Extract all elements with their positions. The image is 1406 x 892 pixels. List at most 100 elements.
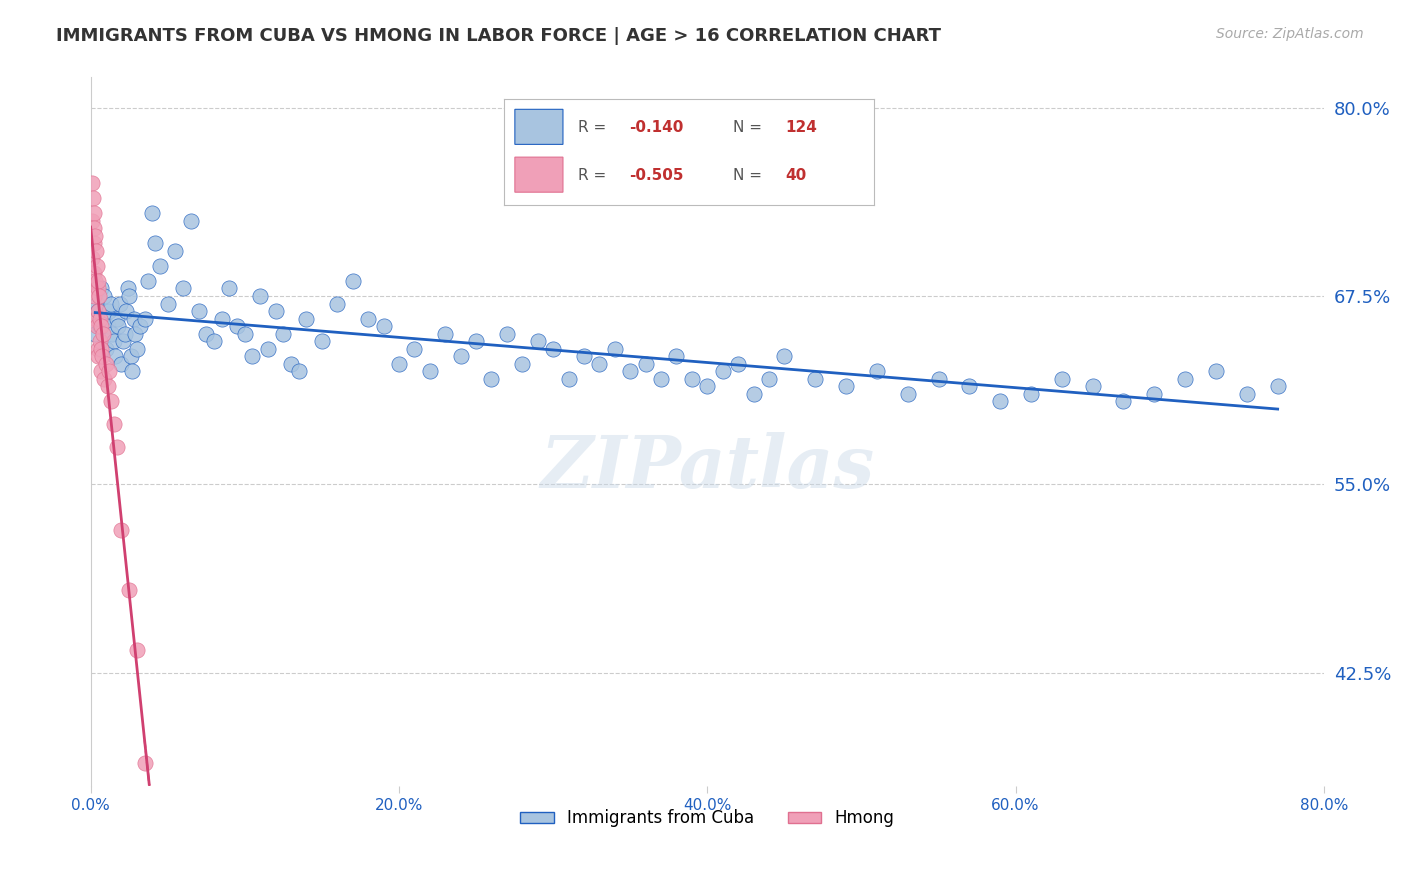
Point: [202, 334, 225, 348]
Point: [1081, 379, 1104, 393]
Point: [233, 326, 256, 341]
Point: [124, 326, 146, 341]
Point: [91, 326, 114, 341]
Point: [103, 417, 125, 431]
Point: [82, 191, 104, 205]
Point: [89, 319, 111, 334]
Point: [603, 342, 626, 356]
Point: [90, 342, 112, 356]
Point: [835, 379, 858, 393]
Point: [650, 372, 672, 386]
Point: [97, 319, 120, 334]
Point: [105, 440, 128, 454]
Point: [136, 274, 159, 288]
Point: [94, 342, 117, 356]
Point: [90, 364, 112, 378]
Point: [90, 319, 112, 334]
Point: [129, 319, 152, 334]
Point: [89, 334, 111, 348]
Point: [110, 523, 132, 537]
Point: [897, 387, 920, 401]
Point: [107, 319, 129, 334]
Point: [94, 357, 117, 371]
Point: [103, 334, 125, 348]
Point: [90, 281, 112, 295]
Point: [91, 311, 114, 326]
Point: [141, 206, 163, 220]
Point: [114, 326, 136, 341]
Point: [87, 289, 110, 303]
Point: [988, 394, 1011, 409]
Point: [388, 357, 411, 371]
Point: [93, 372, 115, 386]
Point: [83, 236, 105, 251]
Point: [83, 206, 105, 220]
Point: [634, 357, 657, 371]
Point: [125, 643, 148, 657]
Point: [287, 364, 309, 378]
Point: [82, 176, 104, 190]
Point: [211, 311, 233, 326]
Point: [481, 372, 503, 386]
Point: [526, 334, 548, 348]
Point: [773, 349, 796, 363]
Point: [257, 342, 280, 356]
Point: [295, 311, 318, 326]
Point: [665, 349, 688, 363]
Point: [326, 296, 349, 310]
Point: [98, 364, 121, 378]
Point: [373, 319, 395, 334]
Point: [86, 342, 108, 356]
Point: [165, 244, 187, 258]
Point: [696, 379, 718, 393]
Point: [83, 266, 105, 280]
Point: [91, 349, 114, 363]
Point: [264, 304, 287, 318]
Point: [125, 342, 148, 356]
Point: [105, 311, 128, 326]
Point: [572, 349, 595, 363]
Point: [101, 326, 124, 341]
Point: [1267, 379, 1289, 393]
Point: [541, 342, 564, 356]
Point: [122, 311, 145, 326]
Point: [804, 372, 827, 386]
Point: [87, 349, 110, 363]
Point: [742, 387, 765, 401]
Point: [434, 326, 457, 341]
Point: [1174, 372, 1197, 386]
Point: [404, 342, 426, 356]
Point: [117, 281, 139, 295]
Point: [82, 213, 104, 227]
Point: [242, 349, 264, 363]
Point: [727, 357, 749, 371]
Text: ZIPatlas: ZIPatlas: [540, 432, 875, 502]
Legend: Immigrants from Cuba, Hmong: Immigrants from Cuba, Hmong: [513, 803, 901, 834]
Point: [1143, 387, 1166, 401]
Point: [957, 379, 980, 393]
Point: [273, 326, 295, 341]
Point: [84, 228, 107, 243]
Point: [98, 304, 121, 318]
Point: [450, 349, 472, 363]
Point: [557, 372, 579, 386]
Point: [588, 357, 610, 371]
Point: [758, 372, 780, 386]
Point: [311, 334, 333, 348]
Point: [1205, 364, 1227, 378]
Point: [86, 281, 108, 295]
Point: [82, 281, 104, 295]
Point: [83, 221, 105, 235]
Point: [134, 311, 156, 326]
Text: Source: ZipAtlas.com: Source: ZipAtlas.com: [1216, 27, 1364, 41]
Point: [249, 289, 271, 303]
Point: [84, 244, 107, 258]
Point: [342, 274, 364, 288]
Point: [419, 364, 441, 378]
Point: [87, 304, 110, 318]
Point: [1019, 387, 1042, 401]
Point: [143, 236, 166, 251]
Point: [84, 274, 107, 288]
Point: [226, 319, 249, 334]
Point: [108, 296, 131, 310]
